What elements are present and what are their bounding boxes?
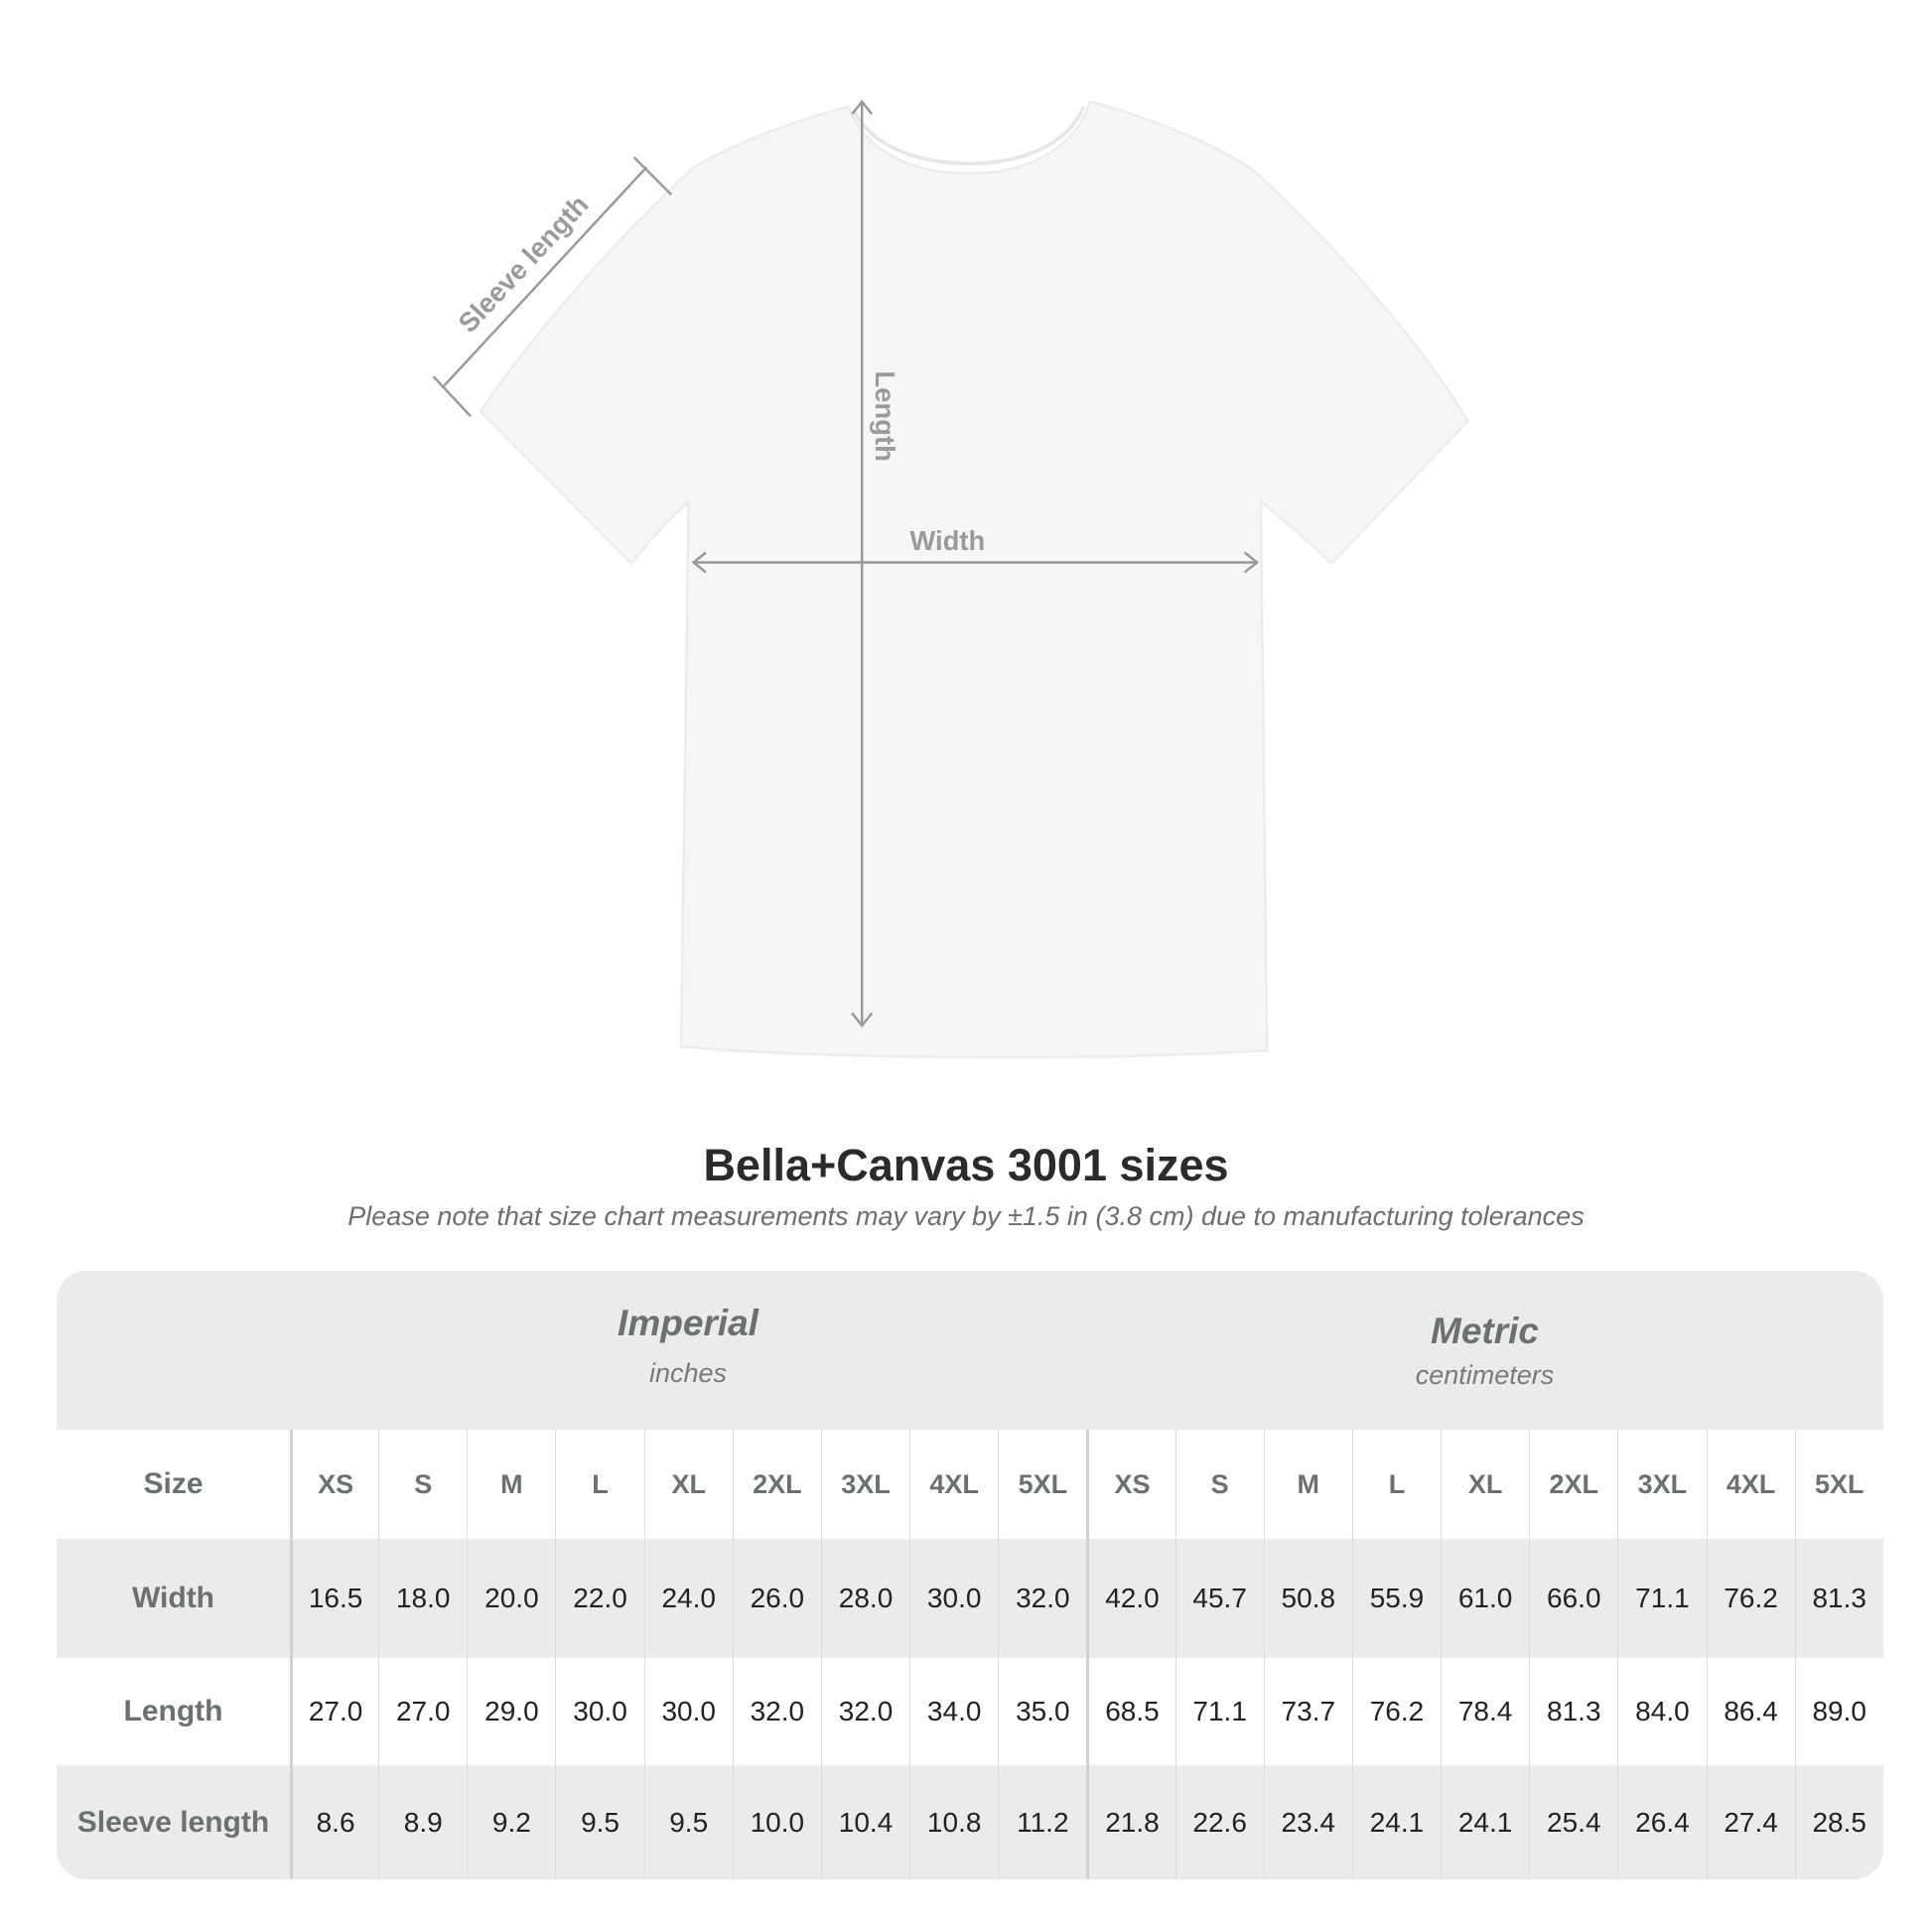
table-cell-imperial: 30.0 (643, 1658, 733, 1765)
table-cell-imperial: 28.0 (820, 1539, 909, 1658)
table-cell-metric: 55.9 (1351, 1539, 1441, 1658)
size-header-metric: 3XL (1617, 1430, 1706, 1539)
metric-unit: centimeters (1415, 1360, 1555, 1390)
table-cell-imperial: 32.0 (820, 1658, 909, 1765)
tolerance-note: Please note that size chart measurements… (347, 1201, 1585, 1231)
size-header-metric: 5XL (1794, 1430, 1883, 1539)
table-row: Length 27.0 27.0 29.0 30.0 30.0 32.0 32.0 34.0 35… (57, 1658, 1883, 1765)
table-row: Width 16.5 18.0 20.0 22.0 24.0 26.0 28.0 30.0 32.… (57, 1539, 1883, 1658)
table-cell-imperial: 11.2 (998, 1765, 1086, 1879)
table-cell-imperial: 27.0 (378, 1658, 467, 1765)
table-cell-metric: 73.7 (1263, 1658, 1352, 1765)
row-label: Sleeve length (76, 1805, 270, 1839)
size-table: Imperial inches Metric centimeters Size X… (57, 1271, 1883, 1879)
table-cell-metric: 86.4 (1706, 1658, 1795, 1765)
size-header-metric: M (1263, 1430, 1352, 1539)
table-cell-metric: 24.1 (1351, 1765, 1441, 1879)
metric-header: Metric centimeters (1086, 1271, 1883, 1430)
table-cell-imperial: 10.8 (909, 1765, 998, 1879)
table-cell-imperial: 24.0 (643, 1539, 733, 1658)
table-cell-metric: 78.4 (1441, 1658, 1529, 1765)
tshirt-diagram: Sleeve length Length Width (432, 99, 1469, 1059)
table-cell-metric: 76.2 (1351, 1658, 1441, 1765)
size-header-imperial: 3XL (820, 1430, 909, 1539)
table-cell-imperial: 9.2 (467, 1765, 555, 1879)
table-cell-imperial: 29.0 (467, 1658, 555, 1765)
size-header-imperial: 5XL (998, 1430, 1086, 1539)
size-header-imperial: 4XL (909, 1430, 998, 1539)
table-cell-imperial: 22.0 (555, 1539, 643, 1658)
table-cell-metric: 27.4 (1706, 1765, 1795, 1879)
table-cell-imperial: 27.0 (290, 1658, 378, 1765)
size-header-metric: XL (1441, 1430, 1529, 1539)
length-label: Length (870, 371, 900, 462)
table-cell-imperial: 8.6 (290, 1765, 378, 1879)
table-cell-metric: 81.3 (1529, 1658, 1617, 1765)
table-cell-imperial: 20.0 (467, 1539, 555, 1658)
table-cell-imperial: 9.5 (555, 1765, 643, 1879)
table-cell-metric: 22.6 (1174, 1765, 1264, 1879)
table-cell-imperial: 9.5 (643, 1765, 733, 1879)
table-cell-metric: 61.0 (1441, 1539, 1529, 1658)
size-header-imperial: L (555, 1430, 643, 1539)
imperial-header: Imperial inches (290, 1271, 1086, 1430)
tshirt-shape (479, 99, 1469, 1059)
size-header-metric: 2XL (1529, 1430, 1617, 1539)
table-cell-imperial: 35.0 (998, 1658, 1086, 1765)
table-cell-metric: 68.5 (1086, 1658, 1174, 1765)
table-cell-metric: 26.4 (1617, 1765, 1706, 1879)
row-label: Size (143, 1467, 204, 1500)
size-header-imperial: XL (643, 1430, 733, 1539)
table-cell-imperial: 32.0 (732, 1658, 821, 1765)
table-cell-imperial: 16.5 (290, 1539, 378, 1658)
table-cell-metric: 45.7 (1174, 1539, 1264, 1658)
size-header-metric: L (1351, 1430, 1441, 1539)
page-title: Bella+Canvas 3001 sizes (703, 1140, 1229, 1190)
table-cell-metric: 24.1 (1441, 1765, 1529, 1879)
size-header-imperial: XS (290, 1430, 378, 1539)
table-cell-metric: 23.4 (1263, 1765, 1352, 1879)
table-cell-imperial: 26.0 (732, 1539, 821, 1658)
table-cell-imperial: 34.0 (909, 1658, 998, 1765)
table-cell-imperial: 10.0 (732, 1765, 821, 1879)
table-cell-metric: 89.0 (1794, 1658, 1883, 1765)
row-label: Width (131, 1582, 215, 1614)
table-cell-metric: 71.1 (1174, 1658, 1264, 1765)
table-cell-imperial: 32.0 (998, 1539, 1086, 1658)
size-header-imperial: M (467, 1430, 555, 1539)
table-cell-metric: 42.0 (1086, 1539, 1174, 1658)
table-cell-imperial: 8.9 (378, 1765, 467, 1879)
metric-title: Metric (1431, 1311, 1539, 1351)
table-row: Sleeve length 8.6 8.9 9.2 9.5 9.5 10.0 10.4 10.8… (57, 1765, 1883, 1879)
size-header-imperial: 2XL (732, 1430, 821, 1539)
table-cell-metric: 28.5 (1794, 1765, 1883, 1879)
table-cell-metric: 50.8 (1263, 1539, 1352, 1658)
table-cell-imperial: 30.0 (909, 1539, 998, 1658)
imperial-title: Imperial (618, 1303, 759, 1343)
table-cell-imperial: 30.0 (555, 1658, 643, 1765)
size-header-row: Size XS S M L XL 2XL 3XL 4XL 5XL XS S M L XL 2XL 3XL 4XL 5… (57, 1430, 1883, 1539)
table-cell-metric: 76.2 (1706, 1539, 1795, 1658)
sleeve-length-line (442, 166, 648, 388)
collar (853, 105, 1086, 166)
table-cell-metric: 25.4 (1529, 1765, 1617, 1879)
table-cell-metric: 21.8 (1086, 1765, 1174, 1879)
table-cell-imperial: 18.0 (378, 1539, 467, 1658)
size-header-metric: XS (1086, 1430, 1174, 1539)
table-cell-metric: 84.0 (1617, 1658, 1706, 1765)
table-cell-metric: 71.1 (1617, 1539, 1706, 1658)
imperial-unit: inches (648, 1358, 728, 1388)
size-header-metric: S (1174, 1430, 1264, 1539)
row-label: Length (123, 1695, 223, 1727)
table-cell-metric: 66.0 (1529, 1539, 1617, 1658)
width-label: Width (909, 525, 985, 556)
size-header-imperial: S (378, 1430, 467, 1539)
table-cell-imperial: 10.4 (820, 1765, 909, 1879)
table-cell-metric: 81.3 (1794, 1539, 1883, 1658)
size-header-metric: 4XL (1706, 1430, 1795, 1539)
